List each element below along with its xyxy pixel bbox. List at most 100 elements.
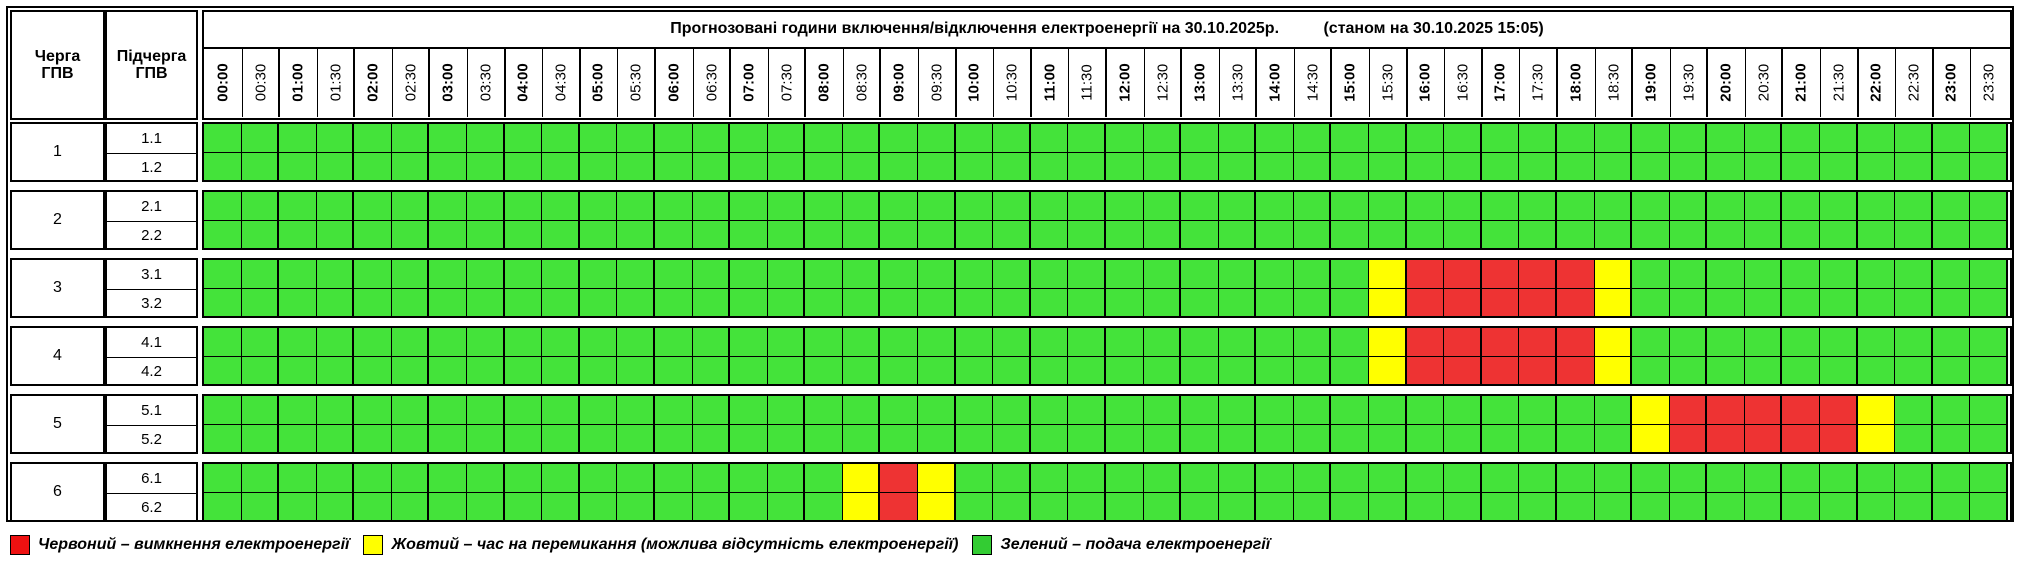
slot-cell <box>692 221 731 248</box>
slot-cell <box>1669 221 1708 248</box>
slot-cell <box>1707 464 1745 493</box>
slot-cell <box>241 396 280 425</box>
slot-cell <box>1068 153 1106 180</box>
slot-cell <box>1068 464 1106 493</box>
slot-cell <box>1143 289 1182 316</box>
slot-cell <box>918 464 956 493</box>
slot-cell <box>279 221 317 248</box>
slot-cell <box>1481 464 1520 493</box>
slot-cell <box>1669 425 1708 452</box>
slot-cell <box>1632 396 1670 425</box>
time-tick-1000: 10:00 <box>965 62 983 102</box>
slot-cell <box>1181 357 1219 384</box>
slot-cell <box>279 396 317 425</box>
time-tick-1500: 15:00 <box>1341 62 1359 102</box>
slot-cell <box>993 289 1031 316</box>
slot-cell <box>805 464 843 493</box>
slot-cell <box>1331 153 1370 180</box>
slot-cell <box>1105 260 1144 289</box>
slot-cell <box>654 124 693 153</box>
slot-cell <box>467 153 505 180</box>
slot-cell <box>579 124 618 153</box>
subqueue-box-5: 5.1 5.2 <box>105 394 198 454</box>
slot-cell <box>1669 328 1708 357</box>
slot-cell <box>1105 425 1144 452</box>
slot-cell <box>1143 396 1182 425</box>
slot-cell <box>918 396 956 425</box>
slot-cell <box>730 192 768 221</box>
slot-cell <box>1406 192 1445 221</box>
slot-cell <box>204 493 242 520</box>
slot-cell <box>1331 464 1370 493</box>
slot-cell <box>1632 493 1670 520</box>
slot-cell <box>1556 192 1595 221</box>
slot-cell <box>1519 260 1557 289</box>
slot-cell <box>617 464 655 493</box>
slot-cell <box>1481 289 1520 316</box>
slot-cell <box>1556 425 1595 452</box>
slot-cell <box>391 153 430 180</box>
slot-cell <box>1293 464 1332 493</box>
slot-cell <box>1744 425 1783 452</box>
slot-cell <box>1782 425 1821 452</box>
slot-cell <box>692 328 731 357</box>
slot-cell <box>1105 328 1144 357</box>
slot-cell <box>1218 328 1257 357</box>
slot-cell <box>1406 289 1445 316</box>
slot-cell <box>1105 464 1144 493</box>
time-tick-1430: 14:30 <box>1304 63 1322 101</box>
time-tick-2300: 23:00 <box>1943 62 1961 102</box>
slot-cell <box>767 493 806 520</box>
slot-cell <box>241 153 280 180</box>
slot-cell <box>1481 221 1520 248</box>
slot-cell <box>1181 192 1219 221</box>
slot-cell <box>1895 192 1933 221</box>
slot-cell <box>842 124 881 153</box>
slot-cell <box>1744 464 1783 493</box>
slot-cell <box>1256 260 1294 289</box>
slot-cell <box>1932 289 1971 316</box>
slot-cell <box>1406 464 1445 493</box>
slots-box-5 <box>202 394 2012 454</box>
subqueue-label-3-2: 3.2 <box>141 295 162 312</box>
slot-cell <box>955 357 994 384</box>
legend: Червоний – вимкнення електроенергії Жовти… <box>10 532 1284 558</box>
slot-cell <box>1932 192 1971 221</box>
legend-text: Жовтий – час на перемикання (можлива від… <box>391 536 959 553</box>
time-tick-0900: 09:00 <box>890 62 908 102</box>
slot-cell <box>429 396 468 425</box>
slot-cell <box>1068 396 1106 425</box>
slot-cell <box>504 289 543 316</box>
slot-cell <box>467 396 505 425</box>
slot-cell <box>1857 493 1896 520</box>
slot-cell <box>542 124 580 153</box>
slot-cell <box>1782 221 1821 248</box>
slot-cell <box>316 289 355 316</box>
queue-cell-2: 2 <box>10 190 105 250</box>
slot-cell <box>1444 357 1482 384</box>
slot-cell <box>1256 124 1294 153</box>
queue-label: 6 <box>53 483 62 500</box>
slot-cell <box>1293 153 1332 180</box>
slot-cell <box>1369 425 1407 452</box>
time-tick-0030: 00:30 <box>251 63 269 101</box>
slot-cell <box>1331 425 1370 452</box>
slot-cell <box>204 357 242 384</box>
slot-cell <box>692 192 731 221</box>
slot-cell <box>279 124 317 153</box>
slot-cell <box>1293 493 1332 520</box>
slot-cell <box>617 357 655 384</box>
slot-cell <box>1744 153 1783 180</box>
time-tick-0430: 04:30 <box>552 63 570 101</box>
slot-cell <box>1218 221 1257 248</box>
slot-cell <box>279 464 317 493</box>
time-tick-0730: 07:30 <box>778 63 796 101</box>
time-tick-1300: 13:00 <box>1191 62 1209 102</box>
slot-cell <box>842 289 881 316</box>
slot-cell <box>842 192 881 221</box>
legend-item: Червоний – вимкнення електроенергії <box>10 535 349 555</box>
slot-cell <box>542 396 580 425</box>
slot-cell <box>1068 221 1106 248</box>
slot-cell <box>1218 493 1257 520</box>
queue-label: 1 <box>53 143 62 160</box>
